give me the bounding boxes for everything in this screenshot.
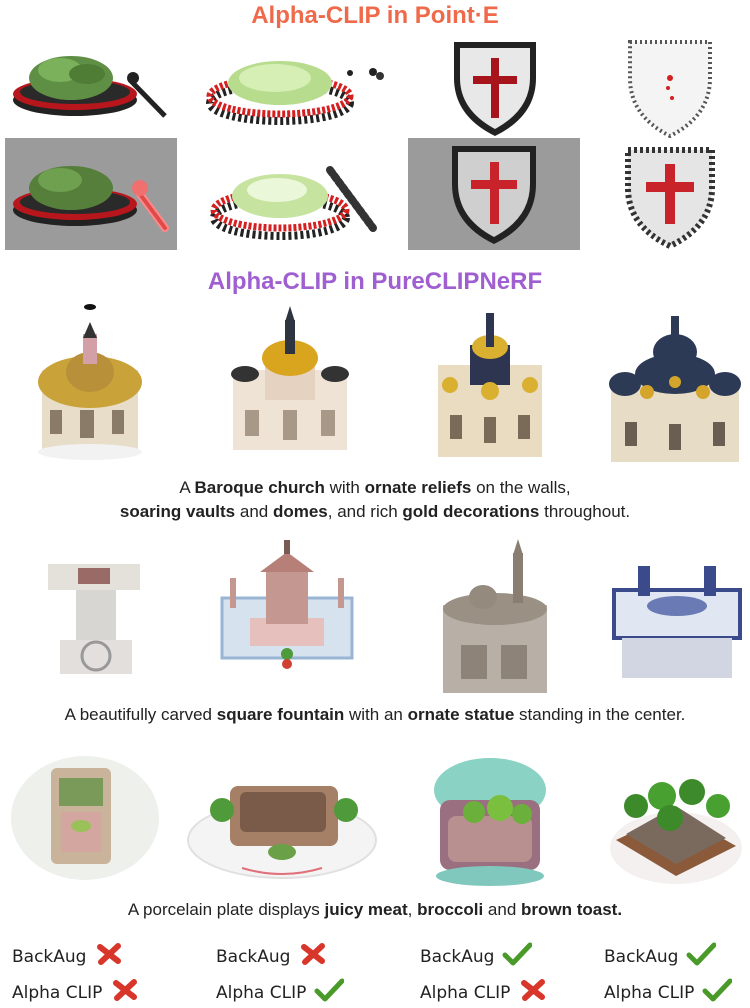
caption-text: with [324,478,365,497]
legend-alphaclip-col-4: Alpha CLIP [604,978,733,1007]
legend-backaug-col-2: BackAug [216,942,328,971]
cross-icon [298,942,328,971]
legend-alphaclip-col-1: Alpha CLIP [12,978,140,1007]
legend-backaug-col-4: BackAug [604,942,717,971]
fountain-render-2 [210,538,365,693]
caption-text: A beautifully carved [64,705,217,724]
fountain-render-3 [435,535,555,700]
pointe-bowl-points-2 [205,138,395,250]
legend-label: Alpha CLIP [420,982,511,1003]
caption-text: on the walls, [471,478,571,497]
caption-text: and [483,900,522,919]
church-render-1 [28,300,148,465]
legend-backaug-col-3: BackAug [420,942,533,971]
caption-keyword: broccoli [417,900,484,919]
plate-render-2 [182,748,382,888]
caption-fountain: A beautifully carved square fountain wit… [0,703,750,727]
caption-church: A Baroque church with ornate reliefs on … [0,476,750,524]
pureclipnerf-title: Alpha-CLIP in PureCLIPNeRF [207,268,543,295]
check-icon [314,978,345,1007]
church-render-3 [430,305,550,465]
legend-label: BackAug [420,946,495,967]
check-icon [702,978,733,1007]
plate-render-1 [5,748,165,888]
caption-keyword: ornate reliefs [364,478,472,497]
caption-text: A [179,478,195,497]
pointe-shield-points-1 [620,38,720,138]
caption-keyword: gold decorations [402,502,540,521]
caption-text: , and rich [327,502,403,521]
pointe-bowl-points-1 [205,38,395,128]
check-icon [686,942,717,971]
caption-keyword: Baroque church [194,478,325,497]
caption-text: and [235,502,273,521]
pointe-shield-render-1 [440,38,550,138]
caption-text: with an [344,705,408,724]
caption-text: standing in the center. [514,705,686,724]
pointe-shield-points-2 [618,146,722,250]
legend-alphaclip-col-2: Alpha CLIP [216,978,345,1007]
caption-keyword: domes [272,502,328,521]
caption-text: A porcelain plate displays [127,900,325,919]
legend-label: BackAug [216,946,291,967]
pointe-shield-render-2 [408,138,580,250]
cross-icon [518,978,548,1007]
legend-label: Alpha CLIP [12,982,103,1003]
check-icon [502,942,533,971]
pointe-bowl-render-2 [5,138,177,250]
legend-alphaclip-col-3: Alpha CLIP [420,978,548,1007]
caption-keyword: juicy meat [324,900,408,919]
plate-render-3 [430,750,550,890]
plate-render-4 [606,756,746,888]
pointe-bowl-render-1 [5,38,175,128]
caption-keyword: square fountain [216,705,345,724]
legend-label: BackAug [604,946,679,967]
caption-text: throughout. [539,502,631,521]
legend-label: Alpha CLIP [216,982,307,1003]
cross-icon [94,942,124,971]
church-render-2 [205,300,375,465]
church-render-4 [605,312,745,467]
cross-icon [110,978,140,1007]
legend-label: Alpha CLIP [604,982,695,1003]
pointe-title: Alpha-CLIP in Point·E [251,2,499,29]
caption-keyword: soaring vaults [119,502,236,521]
legend-backaug-col-1: BackAug [12,942,124,971]
fountain-render-4 [608,560,746,685]
caption-plate: A porcelain plate displays juicy meat, b… [0,898,750,922]
caption-keyword: ornate statue [407,705,515,724]
caption-text: , [407,900,418,919]
caption-keyword: brown toast. [521,900,623,919]
fountain-render-1 [40,560,150,680]
legend-label: BackAug [12,946,87,967]
